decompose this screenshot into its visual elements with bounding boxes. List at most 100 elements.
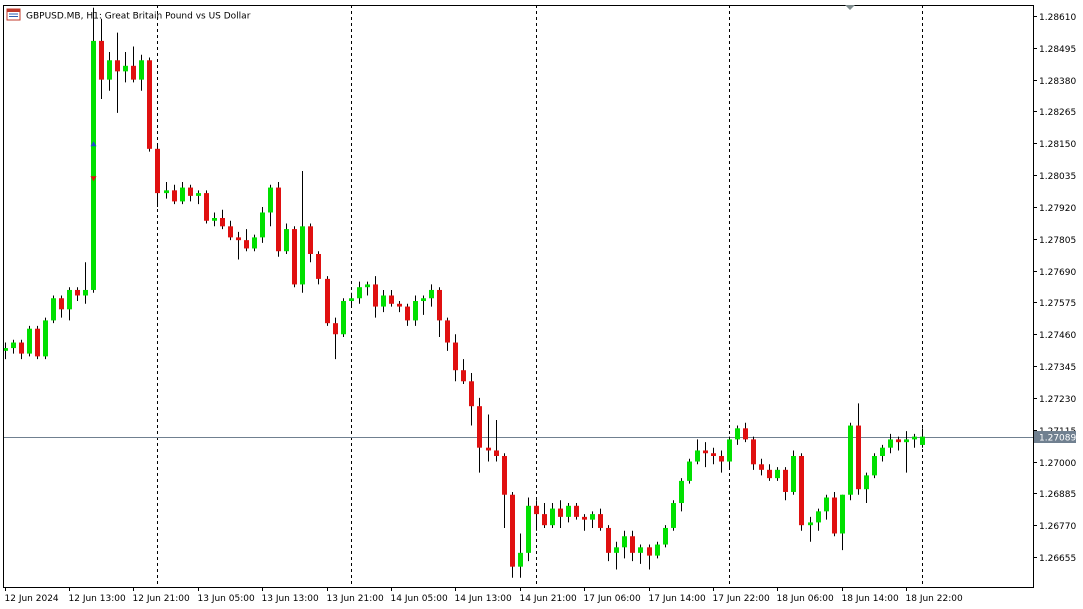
- candle-body: [510, 494, 515, 567]
- candle-body: [389, 295, 394, 304]
- candle: [155, 146, 160, 207]
- candle: [91, 7, 96, 293]
- candle-body: [518, 552, 523, 567]
- candle: [880, 444, 885, 462]
- candle-body: [687, 461, 692, 481]
- candle: [574, 503, 579, 520]
- candle-body: [381, 295, 386, 307]
- candle: [856, 403, 861, 495]
- candle-body: [325, 278, 330, 324]
- candle-body: [477, 406, 482, 448]
- candle: [751, 436, 756, 470]
- candle-body: [228, 226, 233, 238]
- candle-body: [172, 190, 177, 202]
- candle: [292, 226, 297, 288]
- candle: [888, 433, 893, 454]
- candle-body: [316, 253, 321, 279]
- candle: [51, 295, 56, 324]
- price-tick-label: 1.27690: [1039, 268, 1076, 278]
- candle-body: [252, 237, 257, 249]
- price-tick-label: 1.26655: [1039, 554, 1076, 564]
- candle-body: [3, 348, 8, 351]
- candle: [799, 453, 804, 531]
- candle-body: [679, 480, 684, 504]
- price-tick-label: 1.28610: [1039, 13, 1076, 23]
- candle: [775, 467, 780, 481]
- candle-body: [703, 450, 708, 454]
- candle: [679, 478, 684, 512]
- candle: [510, 491, 515, 578]
- candle-body: [582, 516, 587, 520]
- price-tick-label: 1.28150: [1039, 140, 1076, 150]
- candle: [260, 206, 265, 243]
- candle-body: [204, 193, 209, 221]
- price-tick-label: 1.26885: [1039, 490, 1076, 500]
- candle: [115, 32, 120, 113]
- chart-header: GBPUSD.MB, H1: Great Britain Pound vs US…: [6, 8, 251, 22]
- candle-body: [799, 455, 804, 526]
- candle: [180, 182, 185, 205]
- candle-body: [663, 527, 668, 545]
- candle: [276, 182, 281, 257]
- candle: [188, 184, 193, 202]
- candle: [461, 359, 466, 385]
- candle-body: [260, 212, 265, 238]
- price-axis[interactable]: 1.28610 1.28495 1.28380 1.28265 1.28150 1.280…: [1033, 13, 1076, 564]
- price-tick-label: 1.27575: [1039, 299, 1076, 309]
- candle-body: [638, 547, 643, 553]
- candle-body: [188, 187, 193, 196]
- candle-body: [131, 65, 136, 80]
- candle-body: [437, 289, 442, 321]
- time-axis[interactable]: 12 Jun 2024 12 Jun 13:00 12 Jun 21:00 13 Ju…: [5, 587, 963, 604]
- candle-body: [904, 439, 909, 443]
- candle: [622, 530, 627, 559]
- candle-body: [405, 306, 410, 321]
- candle-body: [357, 287, 362, 299]
- candle-body: [220, 218, 225, 227]
- candle-body: [534, 505, 539, 515]
- candle: [453, 334, 458, 382]
- chart-shift-marker[interactable]: [845, 5, 855, 10]
- trade-markers: [90, 141, 97, 182]
- candle-body: [11, 342, 16, 349]
- candle-body: [333, 323, 338, 335]
- candle: [695, 439, 700, 465]
- candle: [357, 281, 362, 304]
- price-tick-label: 1.27920: [1039, 204, 1076, 214]
- candle-body: [912, 436, 917, 440]
- candle-body: [598, 514, 603, 528]
- candle-body: [824, 497, 829, 512]
- candle-body: [196, 193, 201, 196]
- candle: [864, 472, 869, 504]
- candle: [172, 184, 177, 205]
- time-tick-label: 18 Jun 14:00: [842, 594, 899, 604]
- candle-body: [212, 218, 217, 221]
- candle-body: [767, 469, 772, 479]
- buy-trade-arrow: [90, 141, 97, 147]
- candle-body: [115, 60, 120, 72]
- candle: [840, 494, 845, 551]
- chart-window-icon[interactable]: [6, 8, 21, 21]
- candle-body: [164, 190, 169, 194]
- candle: [469, 372, 474, 426]
- candle-body: [99, 40, 104, 80]
- candle-body: [147, 60, 152, 149]
- candle: [99, 18, 104, 100]
- candle: [131, 46, 136, 83]
- candle: [164, 182, 169, 199]
- candle-body: [341, 301, 346, 335]
- candle-body: [27, 328, 32, 354]
- candle: [11, 339, 16, 354]
- candle-body: [888, 439, 893, 448]
- candle-body: [816, 511, 821, 523]
- price-tick-label: 1.27805: [1039, 236, 1076, 246]
- price-tick-label: 1.28495: [1039, 45, 1076, 55]
- candle: [421, 295, 426, 315]
- candle-body: [35, 328, 40, 357]
- candle: [824, 494, 829, 520]
- candle-body: [83, 289, 88, 296]
- candle: [783, 467, 788, 501]
